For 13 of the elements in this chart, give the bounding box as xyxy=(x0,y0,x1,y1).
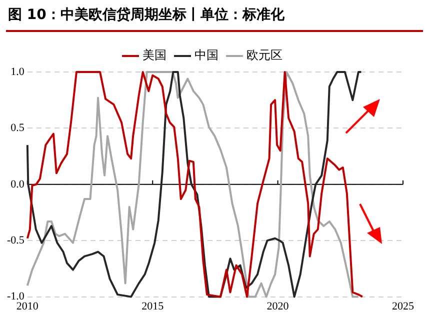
y-tick-label: -1.0 xyxy=(6,290,25,303)
x-tick-label: 2020 xyxy=(266,300,290,312)
x-tick-label: 2025 xyxy=(392,300,414,312)
x-tick-label: 2015 xyxy=(142,300,164,312)
y-tick-label: -0.5 xyxy=(6,234,25,246)
y-tick-label: 0.5 xyxy=(10,122,25,134)
y-tick-label: 0.0 xyxy=(10,178,25,190)
y-tick-label: 1.0 xyxy=(10,66,25,78)
x-tick-label: 2010 xyxy=(16,300,39,312)
legend-label: 中国 xyxy=(194,48,218,62)
chart-title: 图 10：中美欧信贷周期坐标丨单位：标准化 xyxy=(8,6,284,24)
legend-label: 美国 xyxy=(142,48,166,62)
legend-label: 欧元区 xyxy=(246,48,282,62)
